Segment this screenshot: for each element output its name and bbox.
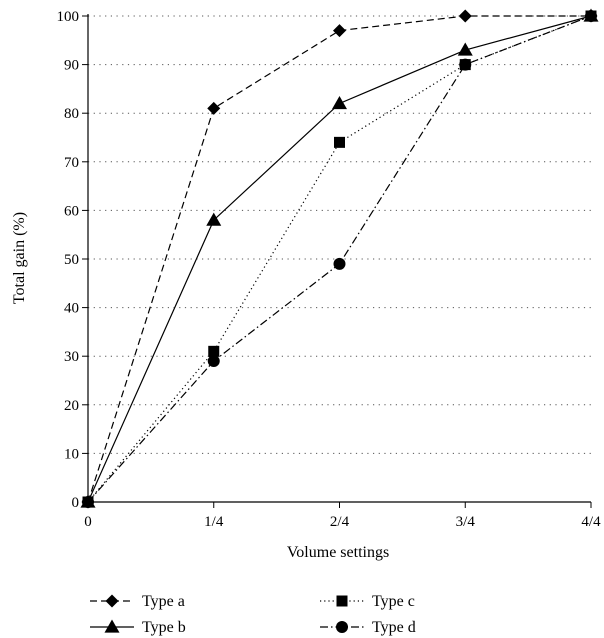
legend-marker-1 — [105, 594, 119, 608]
legend-label-3: Type c — [372, 593, 415, 610]
data-point-3-2 — [334, 136, 345, 148]
y-tick-label-40: 40 — [64, 301, 79, 317]
x-axis-label: Volume settings — [287, 544, 389, 561]
data-point-2-1 — [206, 212, 222, 226]
legend-item-3: Type c — [320, 593, 415, 610]
data-point-1-1 — [207, 101, 221, 115]
data-point-1-2 — [333, 24, 346, 38]
legend-marker-3 — [336, 595, 348, 607]
y-tick-label-0: 0 — [72, 495, 80, 511]
y-axis-label: Total gain (%) — [11, 212, 28, 304]
axes — [82, 14, 592, 508]
legend-item-1: Type a — [90, 593, 185, 610]
data-point-4-4 — [585, 10, 597, 22]
data-point-4-0 — [82, 496, 94, 508]
series-2 — [80, 8, 599, 508]
series-4 — [82, 10, 597, 508]
data-point-4-3 — [459, 58, 472, 71]
legend: Type a Type b Type c Type d — [90, 593, 416, 636]
data-point-2-3 — [457, 42, 473, 56]
y-tick-labels: 0 10 20 30 40 50 60 70 80 90 100 — [57, 9, 80, 511]
legend-label-1: Type a — [142, 593, 185, 610]
x-tick-label-1: 1/4 — [204, 514, 224, 530]
y-tick-label-20: 20 — [64, 398, 79, 414]
data-point-4-2 — [333, 257, 346, 270]
y-tick-label-90: 90 — [64, 58, 79, 74]
x-tick-label-2: 2/4 — [330, 514, 350, 530]
x-tick-label-3: 3/4 — [456, 514, 476, 530]
series-group — [80, 8, 599, 509]
x-tick-label-0: 0 — [84, 514, 92, 530]
x-tick-label-4: 4/4 — [581, 514, 601, 530]
y-tick-label-60: 60 — [64, 203, 79, 219]
y-tick-label-30: 30 — [64, 349, 79, 365]
y-tick-label-10: 10 — [64, 446, 79, 462]
data-point-2-2 — [332, 95, 347, 110]
data-point-4-1 — [207, 355, 220, 368]
y-tick-label-50: 50 — [64, 252, 79, 268]
data-point-1-3 — [458, 9, 472, 23]
x-tick-labels: 0 1/4 2/4 3/4 4/4 — [84, 514, 601, 530]
series-line-3 — [87, 15, 592, 503]
y-tick-label-80: 80 — [64, 106, 79, 122]
gridlines — [88, 15, 591, 454]
y-tick-label-100: 100 — [57, 9, 80, 25]
legend-label-2: Type b — [142, 619, 186, 636]
legend-item-4: Type d — [320, 619, 416, 636]
data-point-3-1 — [208, 345, 220, 357]
y-tick-label-70: 70 — [64, 155, 79, 171]
legend-marker-4 — [336, 621, 348, 633]
legend-marker-2 — [104, 619, 120, 633]
legend-item-2: Type b — [90, 619, 186, 636]
legend-label-4: Type d — [372, 619, 416, 636]
